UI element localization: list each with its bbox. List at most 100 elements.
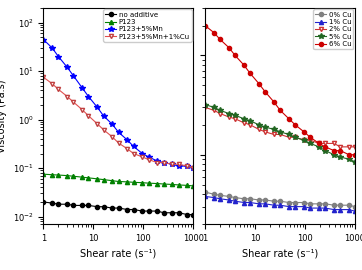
1% Cu	[278, 204, 282, 207]
1% Cu	[233, 200, 237, 203]
P123+5%Mn	[86, 95, 90, 98]
Line: P123: P123	[41, 172, 195, 188]
P123+5%Mn	[41, 38, 46, 41]
6% Cu	[278, 109, 282, 112]
0% Cu	[293, 201, 297, 204]
Line: 5% Cu: 5% Cu	[202, 102, 358, 164]
5% Cu	[323, 149, 327, 152]
1% Cu	[353, 210, 357, 213]
2% Cu	[338, 145, 342, 149]
6% Cu	[227, 46, 231, 49]
0% Cu	[272, 200, 276, 203]
6% Cu	[218, 38, 222, 41]
P123+5%Mn+1%Cu	[101, 128, 106, 131]
0% Cu	[332, 204, 336, 207]
P123	[146, 181, 151, 185]
0% Cu	[233, 196, 237, 199]
5% Cu	[272, 128, 276, 131]
P123	[86, 176, 90, 180]
Line: 6% Cu: 6% Cu	[203, 23, 357, 157]
2% Cu	[278, 133, 282, 136]
0% Cu	[317, 202, 321, 205]
6% Cu	[203, 24, 207, 27]
5% Cu	[218, 109, 222, 112]
P123+5%Mn+1%Cu	[95, 122, 100, 126]
Line: 1% Cu: 1% Cu	[203, 194, 357, 213]
1% Cu	[293, 205, 297, 208]
no additive	[185, 213, 190, 216]
no additive	[116, 207, 121, 210]
P123+5%Mn+1%Cu	[56, 88, 60, 91]
P123+5%Mn	[161, 161, 166, 164]
Line: P123+5%Mn: P123+5%Mn	[41, 37, 196, 171]
P123	[80, 176, 84, 179]
1% Cu	[287, 205, 291, 208]
2% Cu	[233, 117, 237, 120]
P123+5%Mn	[101, 114, 106, 117]
P123	[101, 178, 106, 181]
6% Cu	[272, 100, 276, 104]
1% Cu	[332, 208, 336, 211]
P123+5%Mn+1%Cu	[146, 158, 151, 161]
6% Cu	[308, 136, 312, 139]
no additive	[155, 210, 160, 213]
no additive	[86, 204, 90, 207]
0% Cu	[338, 204, 342, 207]
P123	[131, 181, 136, 184]
6% Cu	[212, 31, 216, 34]
1% Cu	[317, 207, 321, 210]
X-axis label: Shear rate (s⁻¹): Shear rate (s⁻¹)	[80, 248, 156, 258]
P123+5%Mn+1%Cu	[116, 141, 121, 145]
6% Cu	[353, 153, 357, 156]
0% Cu	[347, 204, 351, 207]
P123	[50, 173, 54, 176]
0% Cu	[212, 193, 216, 196]
6% Cu	[293, 123, 297, 126]
P123+5%Mn	[95, 106, 100, 109]
P123+5%Mn+1%Cu	[140, 155, 144, 158]
6% Cu	[242, 63, 246, 67]
no additive	[110, 207, 114, 210]
6% Cu	[257, 82, 261, 85]
P123	[116, 180, 121, 183]
P123+5%Mn+1%Cu	[191, 167, 195, 170]
P123+5%Mn	[125, 139, 130, 142]
0% Cu	[353, 205, 357, 208]
6% Cu	[323, 145, 327, 149]
P123+5%Mn	[50, 46, 54, 50]
2% Cu	[353, 145, 357, 149]
0% Cu	[242, 197, 246, 200]
0% Cu	[323, 202, 327, 205]
2% Cu	[212, 109, 216, 112]
no additive	[131, 208, 136, 211]
P123+5%Mn+1%Cu	[65, 95, 70, 98]
no additive	[95, 205, 100, 208]
P123+5%Mn+1%Cu	[155, 161, 160, 164]
P123+5%Mn	[65, 66, 70, 69]
1% Cu	[248, 201, 252, 204]
P123	[95, 177, 100, 180]
P123+5%Mn	[71, 74, 76, 77]
no additive	[101, 205, 106, 208]
P123+5%Mn+1%Cu	[170, 163, 174, 166]
6% Cu	[287, 117, 291, 120]
2% Cu	[287, 136, 291, 139]
P123	[41, 173, 46, 176]
0% Cu	[227, 195, 231, 198]
P123+5%Mn	[170, 163, 174, 166]
Line: 2% Cu: 2% Cu	[203, 105, 357, 149]
no additive	[50, 201, 54, 205]
2% Cu	[227, 115, 231, 119]
P123+5%Mn	[56, 55, 60, 58]
P123	[155, 182, 160, 185]
5% Cu	[317, 145, 321, 149]
2% Cu	[272, 133, 276, 136]
P123+5%Mn+1%Cu	[80, 108, 84, 111]
Legend: 0% Cu, 1% Cu, 2% Cu, 5% Cu, 6% Cu: 0% Cu, 1% Cu, 2% Cu, 5% Cu, 6% Cu	[313, 9, 353, 49]
0% Cu	[287, 201, 291, 204]
1% Cu	[308, 207, 312, 210]
0% Cu	[308, 202, 312, 205]
2% Cu	[203, 106, 207, 109]
5% Cu	[308, 142, 312, 145]
1% Cu	[338, 208, 342, 211]
